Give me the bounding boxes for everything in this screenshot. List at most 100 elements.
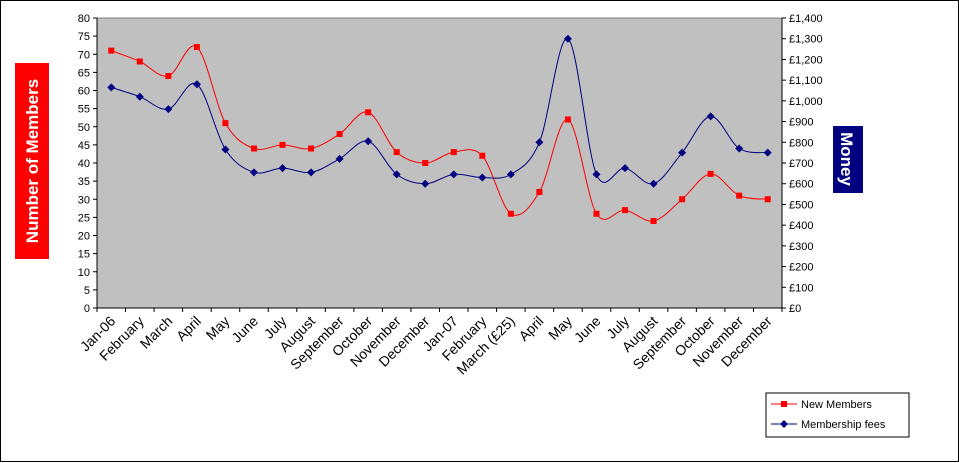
x-tick-label: May bbox=[203, 313, 233, 343]
data-point-new-members bbox=[650, 218, 657, 224]
x-tick-label: April bbox=[173, 313, 204, 344]
right-tick-label: £1,400 bbox=[789, 13, 823, 25]
data-point-membership-fees bbox=[392, 170, 401, 179]
right-tick-label: £0 bbox=[789, 303, 801, 315]
left-tick-label: 55 bbox=[78, 104, 90, 116]
data-point-membership-fees bbox=[706, 112, 715, 121]
data-point-new-members bbox=[250, 145, 257, 152]
data-point-membership-fees bbox=[307, 168, 316, 177]
left-tick-label: 25 bbox=[78, 212, 90, 224]
data-point-membership-fees bbox=[335, 154, 344, 163]
data-point-new-members bbox=[622, 207, 629, 214]
data-point-membership-fees bbox=[278, 164, 287, 173]
left-tick-label: 40 bbox=[78, 158, 90, 170]
legend-marker-membership-fees bbox=[780, 420, 788, 428]
data-point-membership-fees bbox=[449, 170, 458, 179]
data-point-membership-fees bbox=[649, 179, 658, 188]
legend-box bbox=[765, 392, 910, 438]
data-point-new-members bbox=[564, 116, 571, 123]
data-point-new-members bbox=[679, 196, 686, 203]
left-tick-label: 5 bbox=[84, 285, 90, 297]
right-tick-label: £800 bbox=[789, 137, 813, 149]
left-tick-label: 0 bbox=[84, 303, 90, 315]
data-point-membership-fees bbox=[763, 148, 772, 157]
right-tick-label: £700 bbox=[789, 158, 813, 170]
data-point-new-members bbox=[536, 189, 543, 195]
data-point-membership-fees bbox=[621, 164, 630, 173]
series-layer bbox=[107, 34, 772, 224]
left-axis: 0 5 10 15 20 25 30 35 40 45 50 55 60 65 70 75 80 bbox=[78, 13, 98, 315]
data-point-new-members bbox=[422, 160, 429, 166]
x-tick-label: April bbox=[515, 313, 546, 344]
data-point-new-members bbox=[108, 47, 115, 54]
data-point-membership-fees bbox=[192, 80, 201, 89]
left-tick-label: 10 bbox=[78, 267, 90, 279]
left-axis-title-box bbox=[15, 63, 49, 259]
data-point-membership-fees bbox=[164, 105, 173, 114]
left-tick-label: 65 bbox=[78, 67, 90, 79]
data-point-membership-fees bbox=[678, 148, 687, 157]
left-tick-label: 20 bbox=[78, 231, 90, 243]
legend-marker-new-members bbox=[781, 401, 787, 407]
x-tick-label: May bbox=[545, 313, 575, 343]
x-tick-label: June bbox=[571, 313, 604, 346]
left-tick-label: 50 bbox=[78, 122, 90, 134]
data-point-new-members bbox=[279, 141, 286, 148]
right-tick-label: £100 bbox=[789, 282, 813, 294]
data-point-membership-fees bbox=[478, 173, 487, 182]
right-tick-label: £600 bbox=[789, 179, 813, 191]
data-point-new-members bbox=[593, 210, 600, 217]
x-tick-label: March bbox=[137, 313, 176, 352]
data-point-new-members bbox=[165, 73, 172, 79]
legend: New Members Membership fees bbox=[765, 392, 910, 438]
plot-area bbox=[96, 17, 783, 309]
data-point-new-members bbox=[222, 120, 229, 127]
right-tick-label: £900 bbox=[789, 117, 813, 129]
left-tick-label: 15 bbox=[78, 249, 90, 261]
right-axis-title: Money bbox=[837, 132, 856, 186]
left-axis-title: Number of Members bbox=[23, 79, 42, 243]
data-point-membership-fees bbox=[107, 83, 116, 92]
data-point-membership-fees bbox=[364, 137, 373, 146]
data-point-new-members bbox=[707, 170, 714, 177]
left-tick-label: 80 bbox=[78, 13, 90, 25]
left-tick-label: 45 bbox=[78, 140, 90, 152]
x-tick-label: June bbox=[228, 313, 261, 346]
data-point-new-members bbox=[136, 58, 143, 65]
right-tick-label: £1,000 bbox=[789, 96, 823, 108]
data-point-new-members bbox=[507, 210, 514, 217]
data-point-new-members bbox=[365, 109, 372, 116]
right-tick-label: £300 bbox=[789, 241, 813, 253]
right-tick-label: £1,300 bbox=[789, 34, 823, 46]
data-point-new-members bbox=[336, 131, 343, 137]
data-point-new-members bbox=[308, 145, 315, 152]
data-point-new-members bbox=[736, 192, 743, 199]
data-point-new-members bbox=[479, 152, 486, 159]
left-tick-label: 70 bbox=[78, 49, 90, 61]
data-point-membership-fees bbox=[221, 145, 230, 154]
data-point-membership-fees bbox=[135, 92, 144, 101]
left-tick-label: 35 bbox=[78, 176, 90, 188]
data-point-membership-fees bbox=[535, 138, 544, 147]
legend-label-new-members: New Members bbox=[801, 399, 872, 411]
data-point-new-members bbox=[764, 196, 771, 203]
right-axis: £0 £100 £200 £300 £400 £500 £600 £700 £800 £900 £1… bbox=[781, 13, 823, 315]
data-point-new-members bbox=[193, 44, 200, 50]
right-axis-title-box bbox=[833, 126, 863, 193]
data-point-membership-fees bbox=[592, 170, 601, 179]
right-tick-label: £400 bbox=[789, 220, 813, 232]
data-point-membership-fees bbox=[249, 168, 258, 177]
left-tick-label: 30 bbox=[78, 194, 90, 206]
right-tick-label: £500 bbox=[789, 199, 813, 211]
right-tick-label: £1,100 bbox=[789, 75, 823, 87]
left-tick-label: 75 bbox=[78, 31, 90, 43]
data-point-membership-fees bbox=[735, 144, 744, 153]
legend-label-membership-fees: Membership fees bbox=[801, 419, 886, 431]
data-point-new-members bbox=[450, 149, 457, 156]
data-point-new-members bbox=[393, 149, 400, 156]
right-tick-label: £1,200 bbox=[789, 54, 823, 66]
data-point-membership-fees bbox=[421, 179, 430, 188]
